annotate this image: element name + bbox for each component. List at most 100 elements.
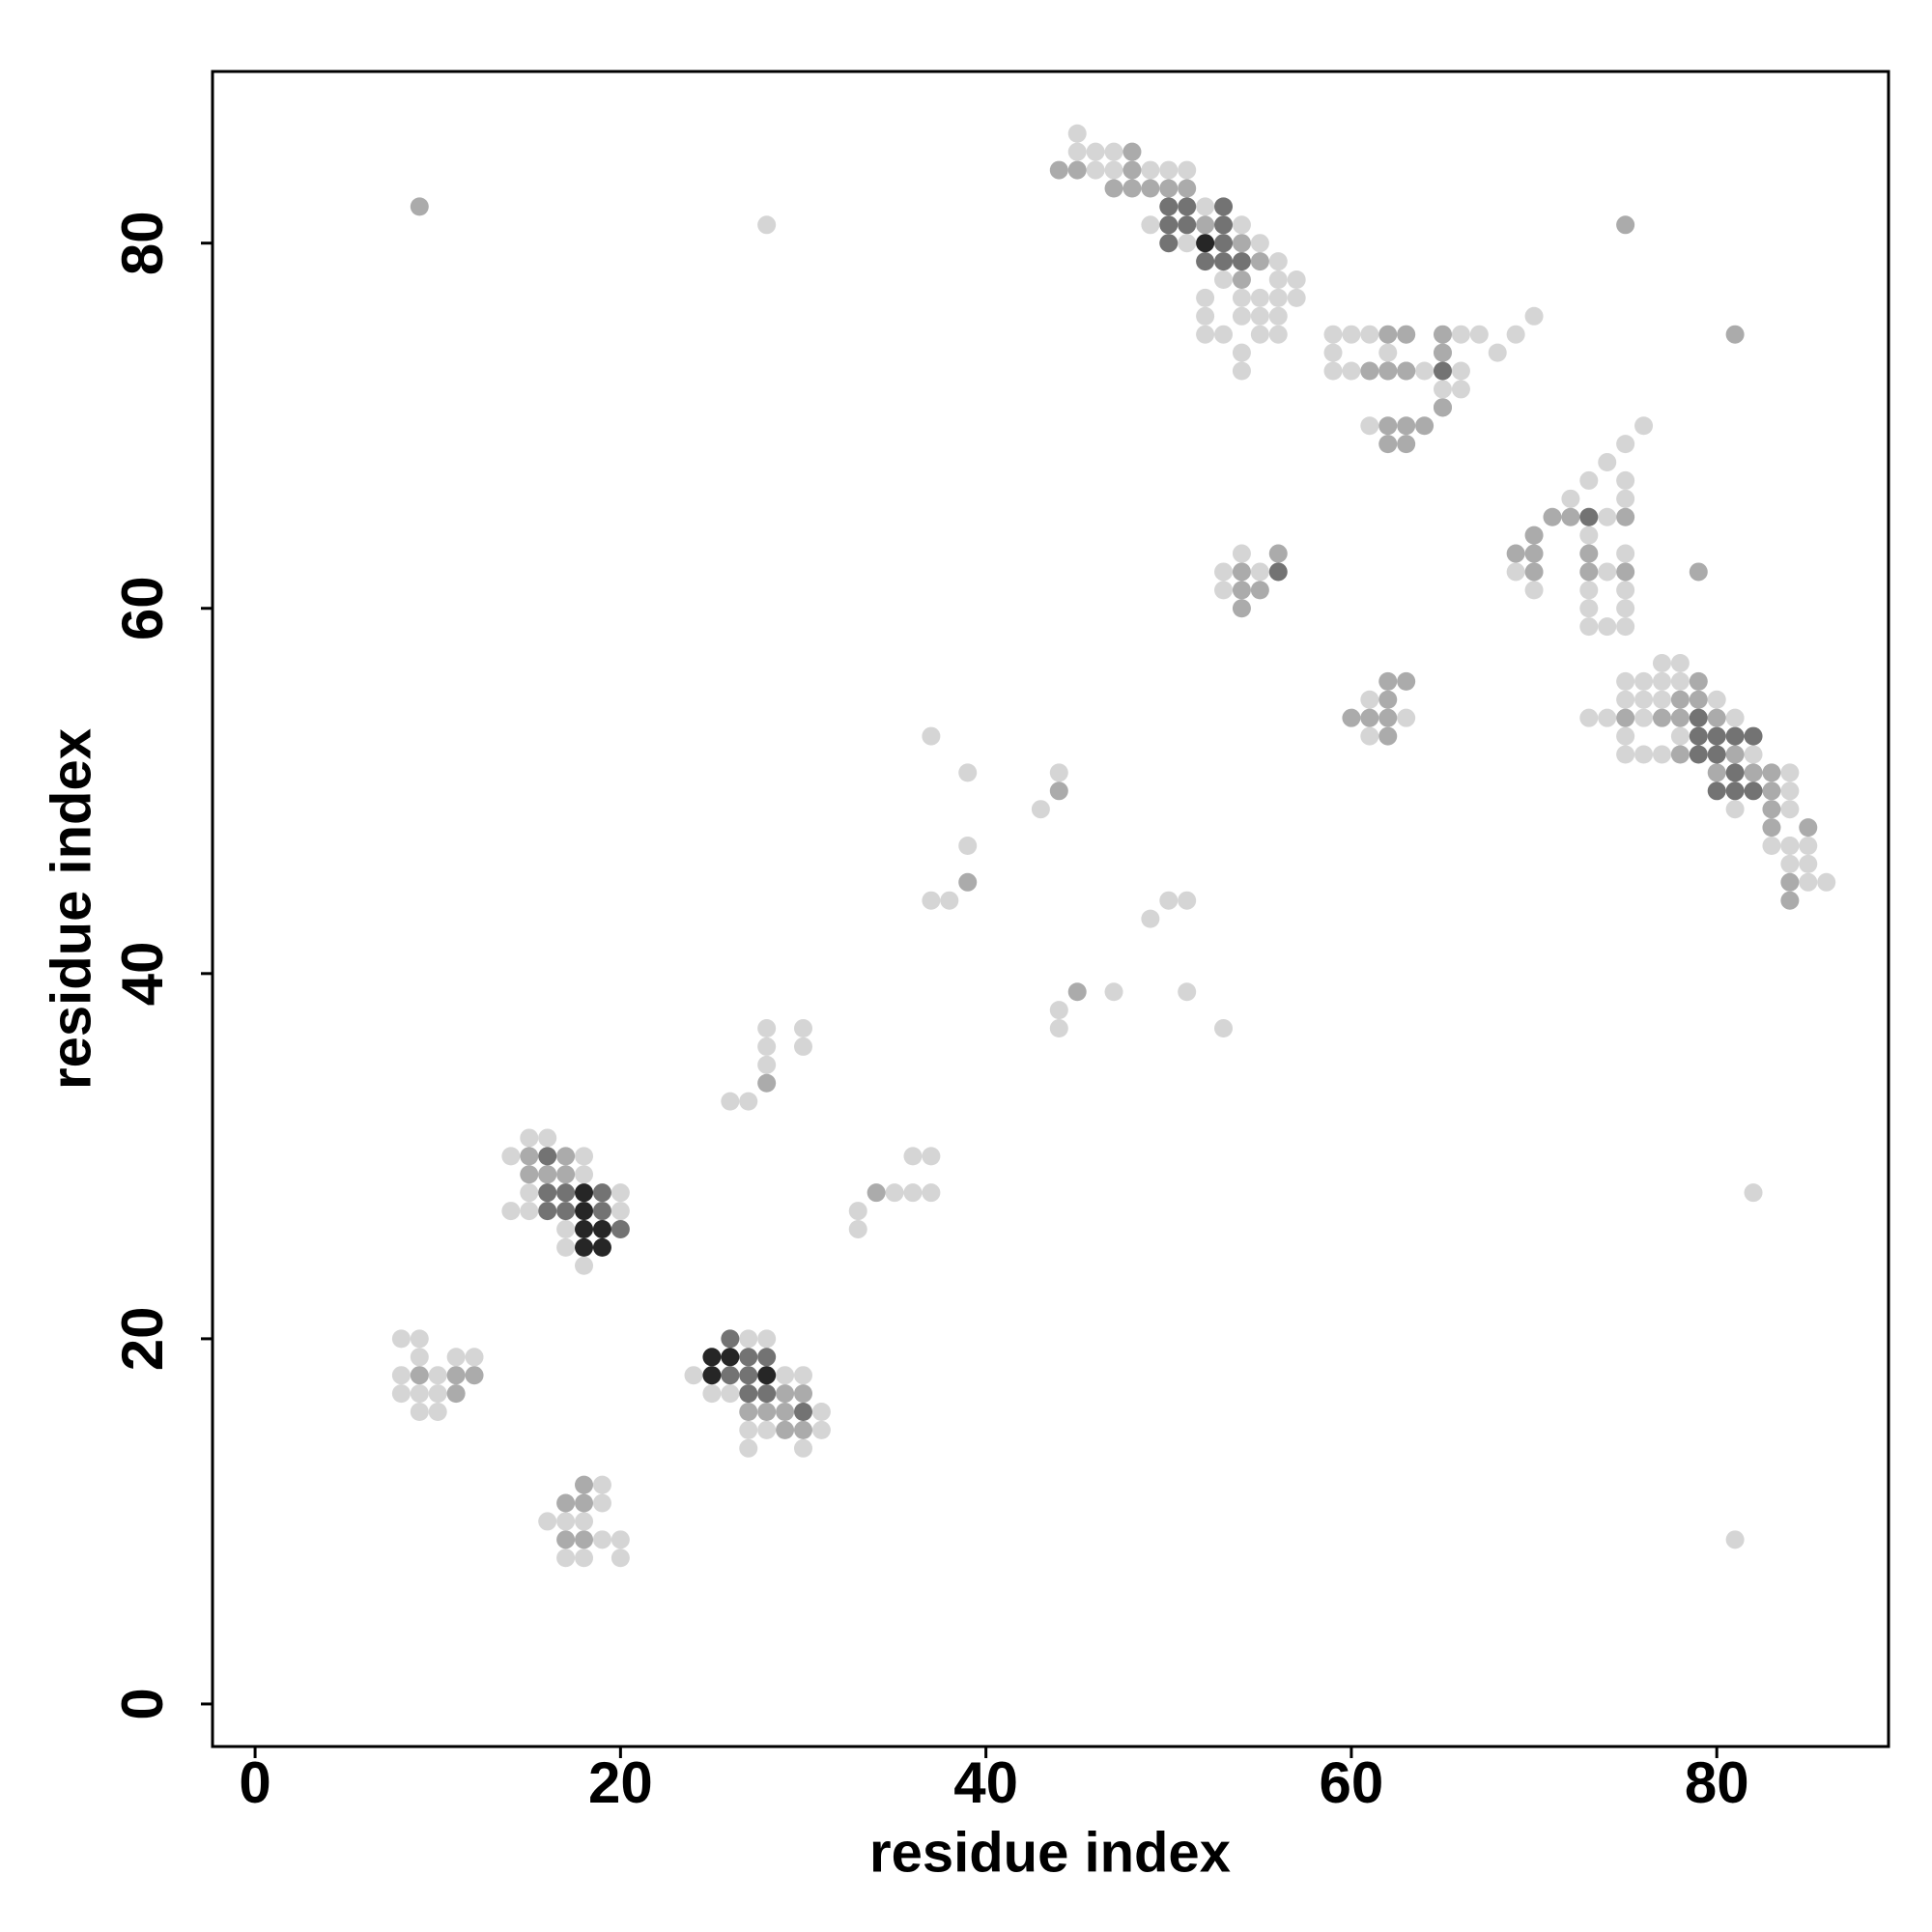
contact-point <box>1397 361 1416 381</box>
contact-point <box>1579 544 1599 563</box>
contact-point <box>1524 526 1544 545</box>
contact-point <box>1250 234 1269 253</box>
contact-point <box>721 1384 740 1404</box>
contact-point <box>1323 325 1343 344</box>
contact-point <box>410 1403 429 1422</box>
contact-point <box>1268 562 1288 582</box>
contact-point <box>1762 781 1781 801</box>
contact-point <box>1159 160 1179 180</box>
contact-point <box>1780 837 1800 856</box>
contact-point <box>1141 179 1160 198</box>
contact-point <box>721 1366 740 1385</box>
contact-point <box>739 1366 758 1385</box>
y-axis-title: residue index <box>40 728 102 1090</box>
contact-point <box>1196 234 1215 253</box>
contact-point <box>721 1329 740 1349</box>
contact-point <box>1817 872 1836 892</box>
contact-point <box>556 1147 576 1166</box>
contact-point <box>1178 891 1197 910</box>
contact-point <box>1780 854 1800 873</box>
contact-point <box>1049 1001 1068 1020</box>
contact-point <box>1378 416 1398 436</box>
contact-point <box>1159 234 1179 253</box>
contact-point <box>556 1530 576 1549</box>
contact-point <box>1634 690 1654 709</box>
contact-point <box>410 197 429 216</box>
contact-point <box>1634 671 1654 691</box>
contact-point <box>1689 562 1708 582</box>
contact-point <box>446 1348 466 1367</box>
contact-point <box>1780 781 1800 801</box>
x-tick-label: 40 <box>953 1750 1018 1815</box>
contact-point <box>793 1438 812 1458</box>
contact-point <box>739 1438 758 1458</box>
contact-point <box>1725 745 1745 764</box>
contact-point <box>410 1384 429 1404</box>
contact-point <box>793 1019 812 1038</box>
contact-point <box>1579 526 1599 545</box>
contact-point <box>1725 708 1745 727</box>
contact-point <box>1616 470 1635 490</box>
contact-point <box>1214 1019 1234 1038</box>
contact-point <box>1268 288 1288 307</box>
contact-point <box>611 1530 630 1549</box>
contact-point <box>1652 708 1671 727</box>
contact-point <box>1159 197 1179 216</box>
contact-point <box>1598 562 1617 582</box>
contact-point <box>1397 435 1416 454</box>
contact-point <box>1415 361 1435 381</box>
contact-point <box>1780 763 1800 782</box>
contact-point <box>1524 544 1544 563</box>
contact-point <box>702 1348 722 1367</box>
contact-point <box>940 891 959 910</box>
contact-point <box>757 1348 777 1367</box>
contact-point <box>1616 671 1635 691</box>
contact-point <box>1268 325 1288 344</box>
contact-point <box>501 1147 521 1166</box>
contact-point <box>1067 160 1087 180</box>
contact-point <box>1543 507 1562 526</box>
contact-point <box>1616 507 1635 526</box>
contact-point <box>1670 671 1690 691</box>
contact-point <box>520 1128 539 1148</box>
contact-point <box>739 1420 758 1439</box>
contact-point <box>1342 708 1361 727</box>
contact-point <box>1232 544 1251 563</box>
contact-point <box>575 1530 594 1549</box>
contact-point <box>1670 745 1690 764</box>
contact-point <box>575 1237 594 1257</box>
contact-point <box>702 1366 722 1385</box>
contact-point <box>1762 818 1781 838</box>
y-tick-label: 40 <box>110 941 175 1006</box>
contact-point <box>1689 745 1708 764</box>
contact-point <box>1634 416 1654 436</box>
contact-point <box>1634 745 1654 764</box>
contact-point <box>922 891 941 910</box>
contact-point <box>1196 197 1215 216</box>
contact-point <box>1232 270 1251 289</box>
contact-point <box>721 1348 740 1367</box>
contact-point <box>1744 745 1763 764</box>
contact-point <box>1579 708 1599 727</box>
contact-point <box>1250 581 1269 600</box>
contact-point <box>776 1420 795 1439</box>
contact-point <box>556 1237 576 1257</box>
contact-point <box>1415 416 1435 436</box>
contact-point <box>1725 726 1745 746</box>
contact-point <box>1214 197 1234 216</box>
contact-point <box>538 1202 557 1221</box>
contact-point <box>520 1147 539 1166</box>
contact-point <box>1178 215 1197 235</box>
contact-point <box>1268 252 1288 271</box>
contact-point <box>575 1512 594 1531</box>
contact-point <box>1397 708 1416 727</box>
contact-point <box>721 1092 740 1111</box>
contact-point <box>1360 325 1379 344</box>
contact-point <box>1506 562 1525 582</box>
contact-point <box>958 763 978 782</box>
contact-point <box>757 1019 777 1038</box>
contact-point <box>1652 671 1671 691</box>
contact-point <box>1122 160 1142 180</box>
x-tick-label: 20 <box>588 1750 653 1815</box>
contact-point <box>776 1384 795 1404</box>
